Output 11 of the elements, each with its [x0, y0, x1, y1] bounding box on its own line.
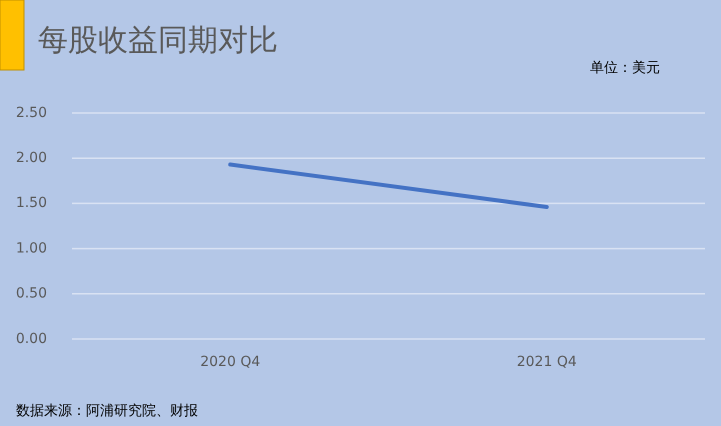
ytick: 0.50 [16, 286, 47, 302]
ytick: 2.00 [16, 150, 47, 166]
xtick: 2020 Q4 [200, 354, 260, 370]
ytick: 1.00 [16, 240, 47, 256]
title: 每股收益同期对比 [38, 23, 278, 58]
xtick: 2021 Q4 [516, 354, 577, 370]
ytick: 0.00 [16, 330, 47, 347]
ytick: 2.50 [16, 104, 47, 121]
ytick: 1.50 [16, 195, 47, 212]
annotation: 单位：美元 [590, 60, 660, 76]
annotation: 数据来源：阿浦研究院、财报 [16, 402, 198, 419]
